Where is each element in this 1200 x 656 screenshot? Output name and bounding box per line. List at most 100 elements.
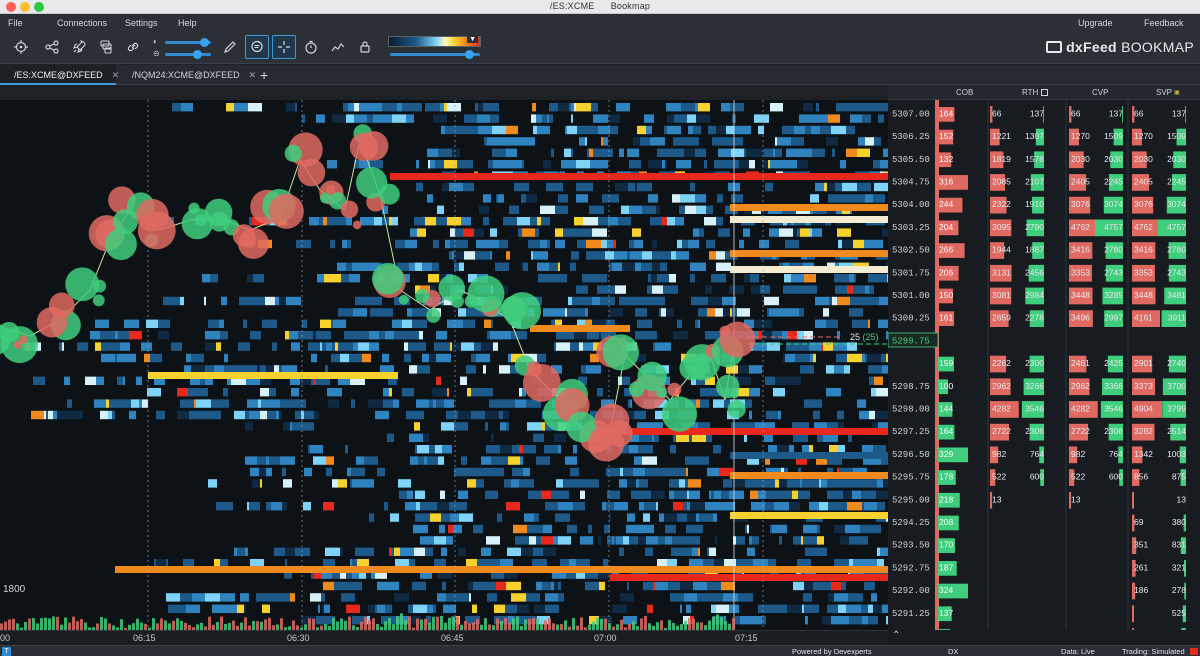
heatmap-palette-dropdown[interactable]: ▼: [388, 36, 481, 47]
heatmap-cell: [852, 490, 861, 499]
heatmap-slider-knob[interactable]: [465, 50, 475, 59]
heatmap-cell: [250, 559, 264, 568]
menu-file[interactable]: File: [8, 18, 23, 28]
header-cvp[interactable]: CVP: [1092, 88, 1109, 97]
heatmap-chart[interactable]: 1800 25 (25): [0, 100, 888, 630]
heatmap-cell: [434, 559, 446, 568]
cob-bar: [938, 265, 959, 281]
svp-settings-icon[interactable]: ▣: [1174, 90, 1180, 96]
rth-settings-icon[interactable]: [1041, 89, 1048, 96]
profile-buy-bar: [1028, 264, 1044, 282]
heatmap-cell: [180, 593, 192, 602]
draw-button[interactable]: [218, 35, 242, 59]
heatmap-cell: [623, 410, 634, 420]
heatmap-cell: [804, 331, 813, 340]
heatmap-cell: [864, 502, 877, 511]
tab-nqm24-xcme[interactable]: /NQM24:XCME@DXFEED ✕: [118, 65, 257, 85]
maximize-window-button[interactable]: [34, 2, 44, 12]
timer-button[interactable]: [299, 35, 323, 59]
layers-stack-icon: [100, 40, 112, 54]
layers-button[interactable]: [94, 35, 118, 59]
menu-connections[interactable]: Connections: [57, 18, 108, 28]
tab-es-xcme[interactable]: /ES:XCME@DXFEED ✕: [0, 65, 119, 85]
header-cob[interactable]: COB: [956, 88, 974, 97]
heatmap-cell: [220, 593, 235, 602]
heatmap-cell: [597, 319, 606, 328]
chat-button[interactable]: [245, 35, 269, 59]
heatmap-cell: [707, 467, 719, 477]
contrast-slider-knob[interactable]: [193, 50, 203, 59]
liquidity-band: [390, 173, 888, 180]
heatmap-cell: [487, 331, 490, 340]
heatmap-cell: [844, 365, 850, 374]
svp-buy-value: 137: [1172, 108, 1186, 118]
heatmap-cell: [249, 217, 252, 226]
heatmap-cell: [876, 490, 886, 499]
heatmap-cell: [656, 205, 660, 214]
heatmap-cell: [739, 160, 749, 169]
chevron-up-icon[interactable]: ⌃: [892, 630, 901, 641]
heatmap-cell: [338, 376, 350, 385]
info-icon[interactable]: T: [2, 647, 11, 656]
profile-buy-bar: [1122, 106, 1123, 123]
rocket-button[interactable]: [67, 35, 91, 59]
heatmap-cell: [492, 148, 506, 157]
heatmap-cell: [861, 490, 876, 499]
svp-buy-value: 525: [1172, 608, 1186, 618]
heatmap-slider-track[interactable]: [390, 53, 480, 56]
contrast-slider-track[interactable]: [165, 53, 211, 56]
heatmap-cell: [383, 388, 389, 397]
heatmap-cell: [769, 308, 777, 317]
heatmap-cell: [261, 399, 269, 408]
close-window-button[interactable]: [6, 2, 16, 12]
heatmap-cell: [732, 160, 739, 169]
target-button[interactable]: [9, 35, 33, 59]
heatmap-cell: [700, 388, 715, 397]
heatmap-cell: [804, 581, 813, 591]
volume-bar: [168, 623, 171, 630]
header-rth[interactable]: RTH: [1022, 88, 1039, 97]
close-icon[interactable]: ✕: [111, 70, 120, 80]
link-button[interactable]: [121, 35, 145, 59]
price-label: 5292.75: [892, 563, 930, 573]
share-button[interactable]: [40, 35, 64, 59]
menu-help[interactable]: Help: [178, 18, 197, 28]
brightness-slider-track[interactable]: [165, 41, 211, 44]
dom-ladder[interactable]: 5307.00 164 66 137 66 137 66 137 5306.25 152 1221 1…: [888, 100, 1200, 630]
feedback-link[interactable]: Feedback: [1144, 18, 1184, 28]
header-svp[interactable]: SVP: [1156, 88, 1173, 97]
heatmap-cell: [117, 353, 128, 363]
svp-buy-value: 3481: [1167, 290, 1186, 300]
minimize-window-button[interactable]: [20, 2, 30, 12]
heatmap-cell: [108, 410, 112, 420]
heatmap-cell: [837, 331, 840, 340]
menu-settings[interactable]: Settings: [125, 18, 158, 28]
heatmap-cell: [536, 581, 542, 591]
heatmap-cell: [687, 490, 689, 499]
brightness-slider-knob[interactable]: [200, 38, 210, 47]
heatmap-cell: [344, 274, 349, 283]
time-axis[interactable]: 00 06:15 06:30 06:45 07:00 07:15: [0, 630, 888, 645]
heatmap-cell: [593, 148, 602, 157]
heatmap-cell: [586, 239, 601, 249]
heatmap-cell: [627, 148, 639, 157]
heatmap-cell: [867, 353, 881, 363]
rth-sell-value: 522: [992, 472, 1006, 482]
crosshair-button[interactable]: [272, 35, 296, 59]
heatmap-cell: [118, 331, 129, 340]
volume-bar: [464, 620, 467, 630]
cvp-sell-value: 1270: [1071, 131, 1090, 141]
heatmap-cell: [429, 353, 436, 363]
lock-button[interactable]: [353, 35, 377, 59]
volume-bar: [120, 619, 123, 630]
profile-sell-bar: [990, 423, 1010, 441]
heatmap-cell: [869, 285, 874, 294]
add-tab-button[interactable]: +: [260, 67, 269, 83]
close-icon[interactable]: ✕: [248, 70, 257, 80]
heatmap-cell: [139, 399, 142, 408]
upgrade-link[interactable]: Upgrade: [1078, 18, 1113, 28]
indicators-button[interactable]: [326, 35, 350, 59]
profile-sell-bar: [1069, 264, 1092, 282]
svp-buy-value: 2780: [1167, 245, 1186, 255]
